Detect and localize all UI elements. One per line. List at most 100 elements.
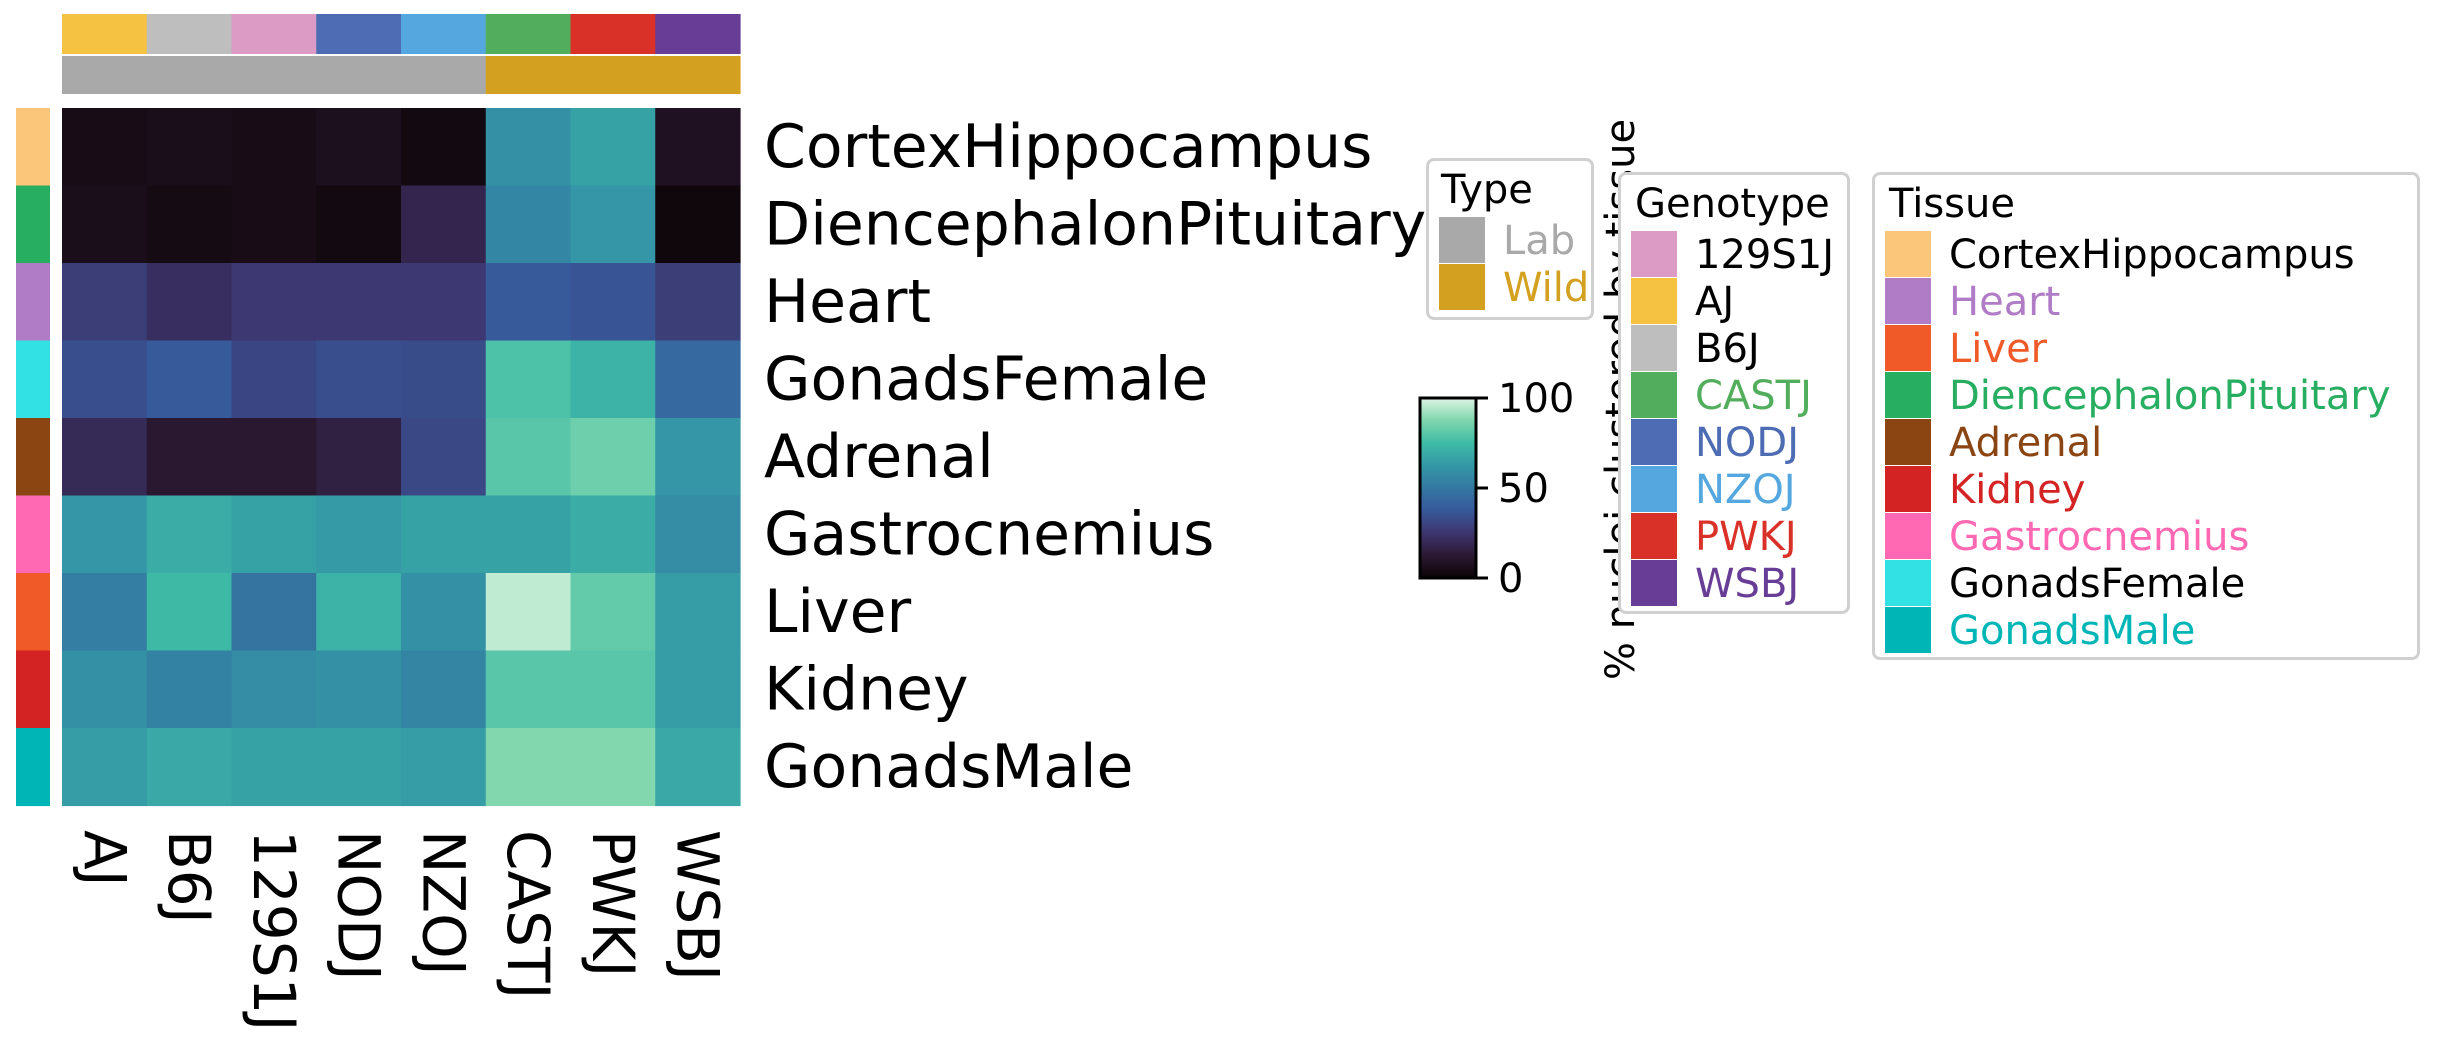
genotype-annotation-strip	[62, 14, 741, 54]
column-label-129S1J: 129S1J	[240, 830, 308, 1032]
heatmap-cell-GonadsMale-129S1J	[231, 728, 317, 807]
heatmap-cell-Adrenal-NZOJ	[401, 418, 487, 497]
heatmap-cell-CortexHippocampus-CASTJ	[485, 108, 572, 187]
column-label-WSBJ: WSBJ	[664, 830, 732, 981]
legend-tissue-swatch	[1885, 466, 1931, 512]
colorbar: 0 50 100	[1418, 376, 1574, 602]
heatmap-cell-Gastrocnemius-B6J	[146, 495, 233, 574]
heatmap-cell-GonadsFemale-PWKJ	[570, 340, 656, 419]
heatmap-cell-GonadsFemale-CASTJ	[485, 340, 572, 419]
heatmap-cell-GonadsMale-CASTJ	[485, 728, 572, 807]
heatmap-cell-DiencephalonPituitary-NODJ	[316, 185, 402, 264]
heatmap-cell-GonadsFemale-AJ	[62, 340, 148, 419]
column-label-B6J: B6J	[155, 830, 223, 924]
genotype-strip-cell-PWKJ	[570, 14, 656, 54]
heatmap-cell-Liver-WSBJ	[655, 573, 741, 652]
legend-genotype-swatch	[1631, 278, 1677, 324]
heatmap-cell-Liver-AJ	[62, 573, 148, 652]
legend-type-swatch	[1439, 264, 1485, 310]
heatmap-cell-Gastrocnemius-129S1J	[231, 495, 317, 574]
row-label-Gastrocnemius: Gastrocnemius	[764, 499, 1214, 569]
heatmap-cell-Kidney-AJ	[62, 650, 148, 729]
heatmap-cell-GonadsMale-PWKJ	[570, 728, 656, 807]
heatmap-cell-Heart-WSBJ	[655, 263, 741, 342]
type-strip-cell-CASTJ	[485, 56, 572, 94]
heatmap-cell-Gastrocnemius-AJ	[62, 495, 148, 574]
tissue-strip-cell-Gastrocnemius	[16, 495, 50, 574]
legend-tissue-swatch	[1885, 419, 1931, 465]
heatmap-cell-Kidney-NODJ	[316, 650, 402, 729]
heatmap-cell-Gastrocnemius-CASTJ	[485, 495, 572, 574]
legend-tissue-label: Liver	[1949, 326, 2048, 372]
heatmap-cell-CortexHippocampus-WSBJ	[655, 108, 741, 187]
legend-type-title: Type	[1441, 167, 1533, 213]
tissue-strip-cell-Kidney	[16, 650, 50, 729]
tissue-strip-cell-GonadsFemale	[16, 340, 50, 419]
heatmap-cell-Adrenal-CASTJ	[485, 418, 572, 497]
heatmap-cell-GonadsFemale-129S1J	[231, 340, 317, 419]
legend-tissue-label: CortexHippocampus	[1949, 232, 2355, 278]
legend-tissue: Tissue CortexHippocampus Heart Liver Dience…	[1872, 172, 2420, 660]
column-label-NZOJ: NZOJ	[409, 830, 477, 976]
legend-type-swatch	[1439, 217, 1485, 263]
colorbar-tick-label: 0	[1498, 556, 1523, 602]
column-label-AJ: AJ	[70, 830, 138, 887]
heatmap-cell-Kidney-CASTJ	[485, 650, 572, 729]
heatmap-cell-Adrenal-NODJ	[316, 418, 402, 497]
heatmap-cell-Heart-NZOJ	[401, 263, 487, 342]
legend-genotype: Genotype 129S1J AJ B6J CASTJ NODJ NZOJ PWKJ WSB…	[1618, 172, 1850, 614]
heatmap-cell-GonadsMale-B6J	[146, 728, 233, 807]
heatmap-cell-Adrenal-WSBJ	[655, 418, 741, 497]
heatmap-cell-GonadsMale-WSBJ	[655, 728, 741, 807]
heatmap-cell-Gastrocnemius-PWKJ	[570, 495, 656, 574]
tissue-strip-cell-DiencephalonPituitary	[16, 185, 50, 264]
tissue-strip-cell-Heart	[16, 263, 50, 342]
row-label-GonadsFemale: GonadsFemale	[764, 344, 1208, 414]
legend-tissue-label: GonadsFemale	[1949, 561, 2246, 607]
type-strip-cell-PWKJ	[570, 56, 656, 94]
heatmap-cell-Heart-AJ	[62, 263, 148, 342]
heatmap-cell-Kidney-NZOJ	[401, 650, 487, 729]
legend-type: Type Lab Wild	[1426, 158, 1594, 320]
heatmap-cell-Liver-NODJ	[316, 573, 402, 652]
heatmap-cell-Adrenal-PWKJ	[570, 418, 656, 497]
legend-tissue-swatch	[1885, 607, 1931, 653]
row-label-Liver: Liver	[764, 577, 912, 647]
legend-tissue-swatch	[1885, 513, 1931, 559]
legend-tissue-swatch	[1885, 560, 1931, 606]
heatmap-cell-Heart-129S1J	[231, 263, 317, 342]
heatmap-cell-CortexHippocampus-PWKJ	[570, 108, 656, 187]
genotype-strip-cell-WSBJ	[655, 14, 741, 54]
type-strip-cell-WSBJ	[655, 56, 741, 94]
heatmap-cell-Heart-CASTJ	[485, 263, 572, 342]
column-label-NODJ: NODJ	[325, 830, 393, 981]
legend-genotype-swatch	[1631, 513, 1677, 559]
heatmap-cell-Liver-129S1J	[231, 573, 317, 652]
genotype-strip-cell-NZOJ	[401, 14, 487, 54]
heatmap-cell-CortexHippocampus-129S1J	[231, 108, 317, 187]
legend-genotype-label: CASTJ	[1695, 373, 1812, 419]
heatmap-cell-CortexHippocampus-NODJ	[316, 108, 402, 187]
legend-genotype-swatch	[1631, 231, 1677, 277]
legend-genotype-label: WSBJ	[1695, 561, 1800, 607]
legend-genotype-label: NZOJ	[1695, 467, 1796, 513]
heatmap-cell-CortexHippocampus-B6J	[146, 108, 233, 187]
column-label-CASTJ: CASTJ	[494, 830, 562, 1000]
tissue-strip-cell-GonadsMale	[16, 728, 50, 807]
legend-genotype-label: AJ	[1695, 279, 1735, 325]
heatmap-cell-Adrenal-AJ	[62, 418, 148, 497]
legend-tissue-label: Heart	[1949, 279, 2061, 325]
heatmap-cell-Heart-B6J	[146, 263, 233, 342]
legend-type-label: Wild	[1503, 265, 1590, 311]
heatmap-cell-DiencephalonPituitary-129S1J	[231, 185, 317, 264]
column-label-PWKJ: PWKJ	[579, 830, 647, 977]
legend-tissue-swatch	[1885, 278, 1931, 324]
legend-tissue-title: Tissue	[1889, 181, 2015, 227]
legend-tissue-swatch	[1885, 325, 1931, 371]
row-label-Heart: Heart	[764, 267, 931, 337]
genotype-strip-cell-AJ	[62, 14, 148, 54]
legend-genotype-label: NODJ	[1695, 420, 1800, 466]
colorbar-tick-label: 100	[1498, 376, 1574, 422]
row-label-CortexHippocampus: CortexHippocampus	[764, 112, 1372, 182]
heatmap-cell-Liver-PWKJ	[570, 573, 656, 652]
